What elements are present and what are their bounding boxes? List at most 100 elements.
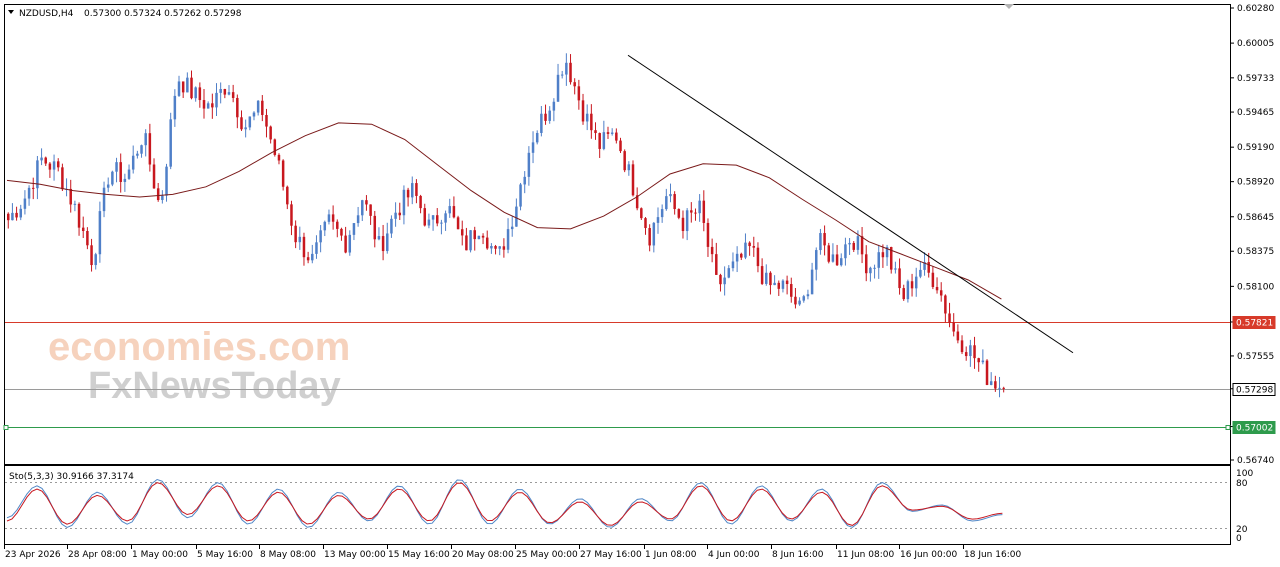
- candle-body: [685, 210, 689, 232]
- time-tick-label: 18 Jun 16:00: [964, 550, 1021, 560]
- candle-body: [744, 242, 747, 258]
- candle-body: [127, 169, 131, 179]
- candle-body: [552, 101, 556, 111]
- candle-body: [465, 235, 468, 251]
- candle-body: [860, 236, 864, 255]
- stoch-tick-20: 20: [1236, 525, 1248, 535]
- candle-body: [869, 267, 872, 274]
- candle-body: [619, 140, 622, 152]
- candle-body: [748, 242, 751, 247]
- candle-body: [273, 139, 277, 155]
- stoch-tick-80: 80: [1236, 479, 1248, 489]
- candle-body: [973, 345, 976, 359]
- candle-body: [31, 187, 35, 189]
- candle-body: [644, 218, 647, 229]
- candle-body: [635, 195, 639, 209]
- candle-body: [952, 322, 955, 332]
- support-line-handle-left[interactable]: [3, 425, 9, 430]
- candle-body: [11, 212, 14, 221]
- resistance-price-label-box: [1232, 316, 1276, 329]
- candle-body: [765, 272, 768, 284]
- candle-body: [631, 164, 635, 196]
- candle-body: [373, 215, 377, 240]
- candle-body: [681, 217, 685, 232]
- candle-body: [948, 313, 951, 323]
- candle-body: [998, 387, 1001, 389]
- candle-body: [835, 254, 839, 266]
- candle-body: [785, 280, 789, 285]
- candle-body: [27, 187, 31, 199]
- symbol-menu-arrow-icon[interactable]: [8, 10, 14, 14]
- price-tick-label: 0.58920: [1237, 178, 1274, 188]
- candle-body: [494, 246, 497, 249]
- candle-body: [473, 230, 476, 240]
- support-line-handle-right[interactable]: [1225, 425, 1231, 430]
- resistance-price-label: 0.57821: [1236, 319, 1273, 329]
- candle-body: [594, 130, 597, 134]
- candle-body: [56, 161, 60, 168]
- candle-body: [490, 246, 493, 249]
- candle-body: [252, 112, 256, 117]
- candle-body: [923, 262, 926, 270]
- candle-body: [94, 254, 97, 266]
- price-axis: 0.60280 0.60005 0.59733 0.59465 0.59190 0.589…: [1230, 4, 1274, 466]
- candle-body: [331, 214, 335, 222]
- candle-body: [411, 183, 414, 198]
- candle-body: [190, 77, 193, 99]
- candle-body: [211, 103, 214, 108]
- candle-body: [69, 188, 72, 205]
- candle-body: [640, 208, 643, 219]
- price-tick-label: 0.60280: [1237, 4, 1274, 14]
- candle-body: [169, 119, 172, 167]
- candle-body: [269, 126, 272, 140]
- time-tick-label: 13 May 00:00: [324, 550, 386, 560]
- support-price-label-box: [1232, 421, 1276, 434]
- candle-body: [136, 153, 139, 156]
- candle-body: [344, 235, 347, 253]
- candle-body: [90, 245, 93, 266]
- candle-body: [815, 250, 818, 270]
- candle-body: [919, 269, 922, 277]
- candle-body: [885, 247, 889, 258]
- indicator-panel[interactable]: [4, 465, 1231, 545]
- candle-body: [548, 110, 551, 121]
- candle-body: [669, 194, 672, 197]
- candle-body: [452, 206, 456, 218]
- main-panel[interactable]: [4, 4, 1231, 465]
- candle-body: [606, 132, 610, 134]
- candle-body: [652, 222, 656, 246]
- candle-body: [969, 345, 972, 357]
- candle-body: [690, 210, 693, 213]
- candle-body: [569, 62, 572, 83]
- candle-body: [311, 253, 314, 261]
- candle-body: [265, 114, 268, 127]
- candle-body: [227, 92, 231, 95]
- candle-body: [290, 204, 293, 226]
- candle-body: [481, 235, 485, 238]
- candle-body: [361, 200, 364, 216]
- candle-body: [540, 113, 543, 133]
- price-tick-label: 0.58100: [1237, 282, 1274, 292]
- candle-body: [956, 331, 960, 341]
- shift-marker-icon[interactable]: [1004, 4, 1014, 9]
- candle-body: [81, 227, 85, 232]
- candle-body: [935, 286, 939, 291]
- candle-body: [810, 269, 814, 295]
- candle-body: [86, 231, 89, 246]
- downtrend-line[interactable]: [627, 54, 1074, 354]
- candle-body: [140, 145, 143, 154]
- moving-average-line: [6, 122, 1002, 300]
- candle-body: [77, 203, 81, 228]
- candle-body: [123, 178, 127, 182]
- candle-body: [44, 157, 47, 164]
- candle-body: [710, 246, 714, 255]
- candle-body: [944, 295, 947, 314]
- price-tick-label: 0.59733: [1237, 74, 1274, 84]
- candle-body: [498, 246, 501, 249]
- candle-body: [231, 92, 235, 98]
- candle-body: [719, 274, 722, 285]
- candle-body: [910, 281, 914, 289]
- time-tick-label: 8 May 08:00: [260, 550, 316, 560]
- candle-body: [727, 268, 731, 278]
